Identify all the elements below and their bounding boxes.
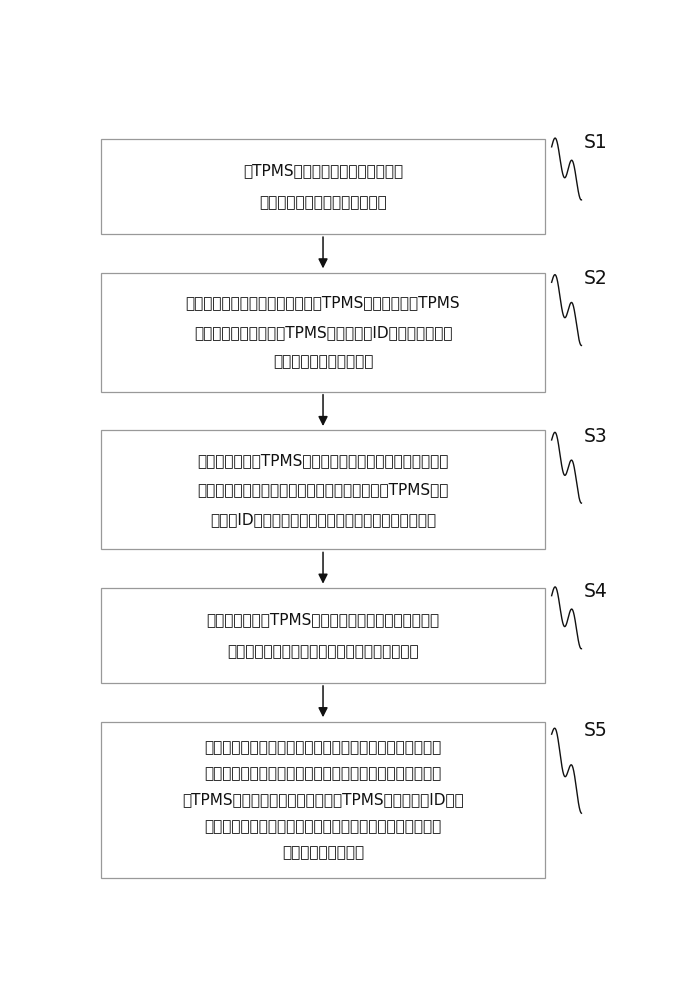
Text: 将TPMS传感器模块置于屏蔽笱内的: 将TPMS传感器模块置于屏蔽笱内的 (243, 163, 403, 178)
Text: 微处理器将接收到的屏蔽笱内的压力値、温度値和射频性能: 微处理器将接收到的屏蔽笱内的压力値、温度値和射频性能 (204, 740, 442, 755)
Text: 力値和温度値的射频信号: 力値和温度値的射频信号 (273, 355, 373, 370)
Text: S4: S4 (584, 582, 608, 601)
Bar (101, 139, 545, 234)
Text: 器模块ID、屏蔽笱内的压力値和温度値传送至微处理器: 器模块ID、屏蔽笱内的压力値和温度値传送至微处理器 (210, 512, 436, 527)
Text: 传感器模块发射包含有TPMS传感器模块ID、屏蔽笱内的压: 传感器模块发射包含有TPMS传感器模块ID、屏蔽笱内的压 (194, 325, 452, 340)
Text: S3: S3 (584, 427, 608, 446)
Text: 断TPMS传感器模块是否合格，并将TPMS传感器模块ID、接: 断TPMS传感器模块是否合格，并将TPMS传感器模块ID、接 (182, 793, 464, 808)
Bar (101, 430, 545, 549)
Text: 收到的压力値、温度値和射频性能参数、合格信息以及测试: 收到的压力値、温度値和射频性能参数、合格信息以及测试 (204, 819, 442, 834)
Text: 参数与预设的压力値、温度値和射频性能参数进行比较，判: 参数与预设的压力値、温度値和射频性能参数进行比较，判 (204, 766, 442, 781)
Text: 频谱分析仳，解调所述射频信号并将解调得到的TPMS传感: 频谱分析仳，解调所述射频信号并将解调得到的TPMS传感 (197, 482, 449, 497)
Bar (101, 273, 545, 392)
Text: 获取射频信号的射频性能参数并传送至微处理器: 获取射频信号的射频性能参数并传送至微处理器 (227, 644, 419, 659)
Text: S2: S2 (584, 269, 608, 288)
Bar (101, 588, 545, 683)
Text: S5: S5 (584, 721, 608, 740)
Text: 时间记录于数据库中: 时间记录于数据库中 (282, 845, 364, 860)
Bar (101, 722, 545, 878)
Text: 启动测试控制器，测试控制器触发TPMS传感器模块，TPMS: 启动测试控制器，测试控制器触发TPMS传感器模块，TPMS (186, 295, 461, 310)
Text: 频谱分析仳接收TPMS传感器模块传送来的射频信号，: 频谱分析仳接收TPMS传感器模块传送来的射频信号， (206, 612, 440, 627)
Text: 测试控制器接收TPMS传感器模块传送来的射频信号并触发: 测试控制器接收TPMS传感器模块传送来的射频信号并触发 (197, 453, 449, 468)
Text: S1: S1 (584, 133, 608, 152)
Text: 传感器测试工装上，关闭屏蔽笱: 传感器测试工装上，关闭屏蔽笱 (259, 195, 387, 210)
